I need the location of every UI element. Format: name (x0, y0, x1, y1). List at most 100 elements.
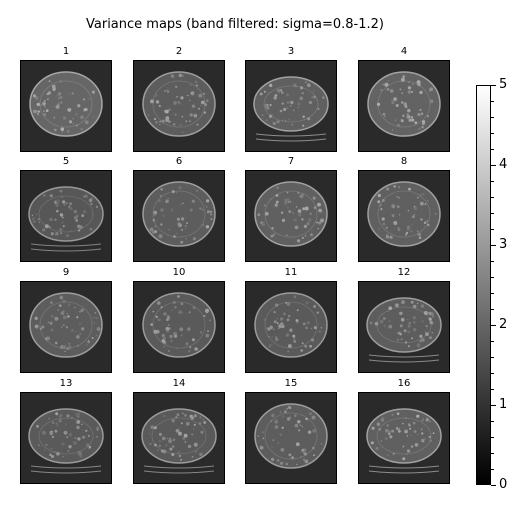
texture-speck (75, 219, 78, 222)
colorbar-minor-tick (491, 388, 494, 390)
texture-speck (38, 444, 40, 446)
texture-speck (57, 103, 60, 106)
texture-speck (75, 335, 80, 339)
texture-speck (168, 324, 170, 326)
colorbar-minor-tick (491, 116, 494, 118)
texture-speck (184, 228, 187, 230)
texture-speck (273, 320, 277, 324)
texture-speck (309, 212, 312, 215)
texture-speck (407, 90, 411, 94)
texture-speck (65, 234, 70, 238)
texture-speck (382, 317, 386, 320)
organ-contour (39, 80, 93, 128)
texture-speck (288, 344, 292, 348)
texture-speck (407, 209, 410, 212)
texture-speck (261, 431, 264, 434)
texture-speck (396, 196, 398, 198)
texture-speck (282, 415, 285, 418)
texture-speck (421, 320, 424, 323)
texture-speck (210, 210, 213, 213)
texture-speck (76, 316, 79, 319)
texture-speck (61, 221, 64, 224)
texture-speck (179, 203, 182, 206)
texture-speck (313, 206, 317, 209)
texture-speck (275, 194, 279, 197)
texture-speck (205, 99, 209, 103)
texture-speck (154, 214, 156, 217)
colorbar-minor-tick (491, 100, 494, 102)
texture-speck (294, 423, 299, 428)
texture-speck (398, 214, 401, 216)
texture-speck (398, 186, 401, 189)
variance-map-16 (358, 392, 450, 484)
texture-speck (273, 328, 275, 331)
texture-speck (194, 347, 198, 351)
texture-speck (410, 445, 414, 448)
texture-speck (180, 240, 184, 244)
texture-speck (259, 92, 263, 96)
texture-speck (429, 87, 434, 92)
texture-speck (186, 222, 188, 224)
texture-speck (306, 222, 310, 226)
texture-speck (75, 113, 78, 116)
texture-speck (297, 102, 301, 106)
texture-speck (50, 301, 53, 304)
texture-speck (292, 109, 295, 112)
texture-speck (79, 322, 81, 325)
texture-speck (75, 412, 80, 417)
texture-speck (269, 115, 272, 118)
texture-speck (377, 200, 381, 204)
texture-speck (45, 109, 49, 112)
texture-speck (36, 213, 38, 216)
texture-speck (298, 429, 301, 432)
texture-speck (403, 329, 407, 333)
texture-speck (293, 83, 297, 87)
texture-speck (419, 90, 423, 95)
table-line (143, 470, 215, 474)
texture-speck (61, 442, 65, 446)
texture-speck (91, 337, 94, 339)
texture-speck (270, 420, 273, 422)
texture-speck (312, 446, 315, 450)
colorbar-minor-tick (491, 292, 494, 294)
texture-speck (64, 423, 67, 426)
texture-speck (43, 113, 47, 116)
body-outline (142, 181, 216, 247)
texture-speck (312, 196, 316, 200)
body-outline (28, 408, 104, 464)
texture-speck (68, 120, 73, 124)
texture-speck (157, 449, 159, 452)
texture-speck (68, 304, 71, 307)
texture-speck (199, 416, 202, 419)
texture-speck (158, 234, 163, 239)
texture-speck (391, 99, 393, 101)
texture-speck (412, 304, 417, 309)
texture-speck (172, 123, 176, 126)
texture-speck (411, 90, 413, 93)
texture-speck (408, 423, 411, 427)
texture-speck (178, 223, 182, 228)
texture-speck (318, 208, 322, 213)
texture-speck (154, 225, 157, 228)
texture-speck (289, 328, 293, 332)
texture-speck (271, 335, 274, 338)
texture-speck (317, 227, 319, 230)
texture-speck (55, 234, 57, 236)
colorbar-minor-tick (491, 148, 494, 150)
texture-speck (189, 346, 192, 349)
texture-speck (303, 224, 307, 228)
texture-speck (60, 195, 64, 199)
texture-speck (173, 235, 176, 238)
texture-speck (281, 102, 284, 105)
texture-speck (182, 436, 186, 440)
texture-speck (414, 121, 418, 125)
texture-speck (278, 327, 280, 330)
texture-speck (196, 190, 198, 192)
texture-speck (424, 330, 427, 333)
texture-speck (302, 124, 305, 127)
texture-speck (414, 443, 419, 447)
colorbar-minor-tick (491, 196, 494, 198)
texture-speck (396, 123, 401, 128)
texture-speck (163, 312, 167, 316)
texture-speck (153, 210, 158, 215)
